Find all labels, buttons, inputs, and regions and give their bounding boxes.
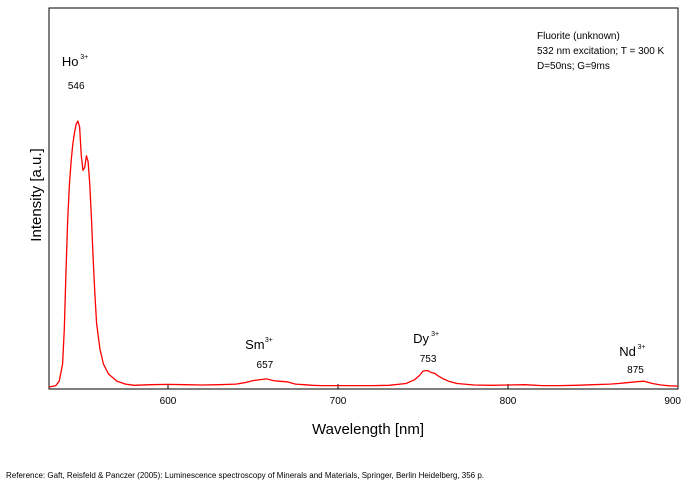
- x-tick-label: 600: [160, 396, 177, 407]
- peak-ion-charge: 3+: [638, 344, 646, 351]
- series-line: [48, 120, 679, 388]
- peak-ion-label: Nd: [619, 344, 636, 359]
- peak-ion-charge: 3+: [80, 54, 88, 61]
- x-ticks: 600 700 800 900: [160, 384, 681, 407]
- legend-line-1: Fluorite (unknown): [537, 31, 620, 42]
- peak-wavelength-label: 875: [627, 365, 644, 376]
- y-axis-title: Intensity [a.u.]: [28, 148, 45, 241]
- legend-line-2: 532 nm excitation; T = 300 K: [537, 46, 665, 57]
- reference-note: Reference: Gaft, Reisfeld & Panczer (200…: [6, 471, 485, 480]
- peak-ion-label: Sm: [245, 337, 265, 352]
- peak-wavelength-label: 753: [420, 354, 437, 365]
- legend: Fluorite (unknown) 532 nm excitation; T …: [537, 31, 665, 72]
- plot-frame: [48, 7, 679, 390]
- x-tick-label: 900: [664, 396, 681, 407]
- x-tick-label: 800: [500, 396, 517, 407]
- peak-ion-label: Ho: [62, 54, 79, 69]
- peak-ion-charge: 3+: [431, 331, 439, 338]
- peak-wavelength-label: 657: [257, 360, 274, 371]
- peak-wavelength-label: 546: [68, 81, 85, 92]
- peak-ion-charge: 3+: [265, 337, 273, 344]
- peak-ion-label: Dy: [413, 331, 429, 346]
- x-axis-title: Wavelength [nm]: [312, 421, 424, 438]
- x-tick-label: 700: [330, 396, 347, 407]
- legend-line-3: D=50ns; G=9ms: [537, 61, 610, 72]
